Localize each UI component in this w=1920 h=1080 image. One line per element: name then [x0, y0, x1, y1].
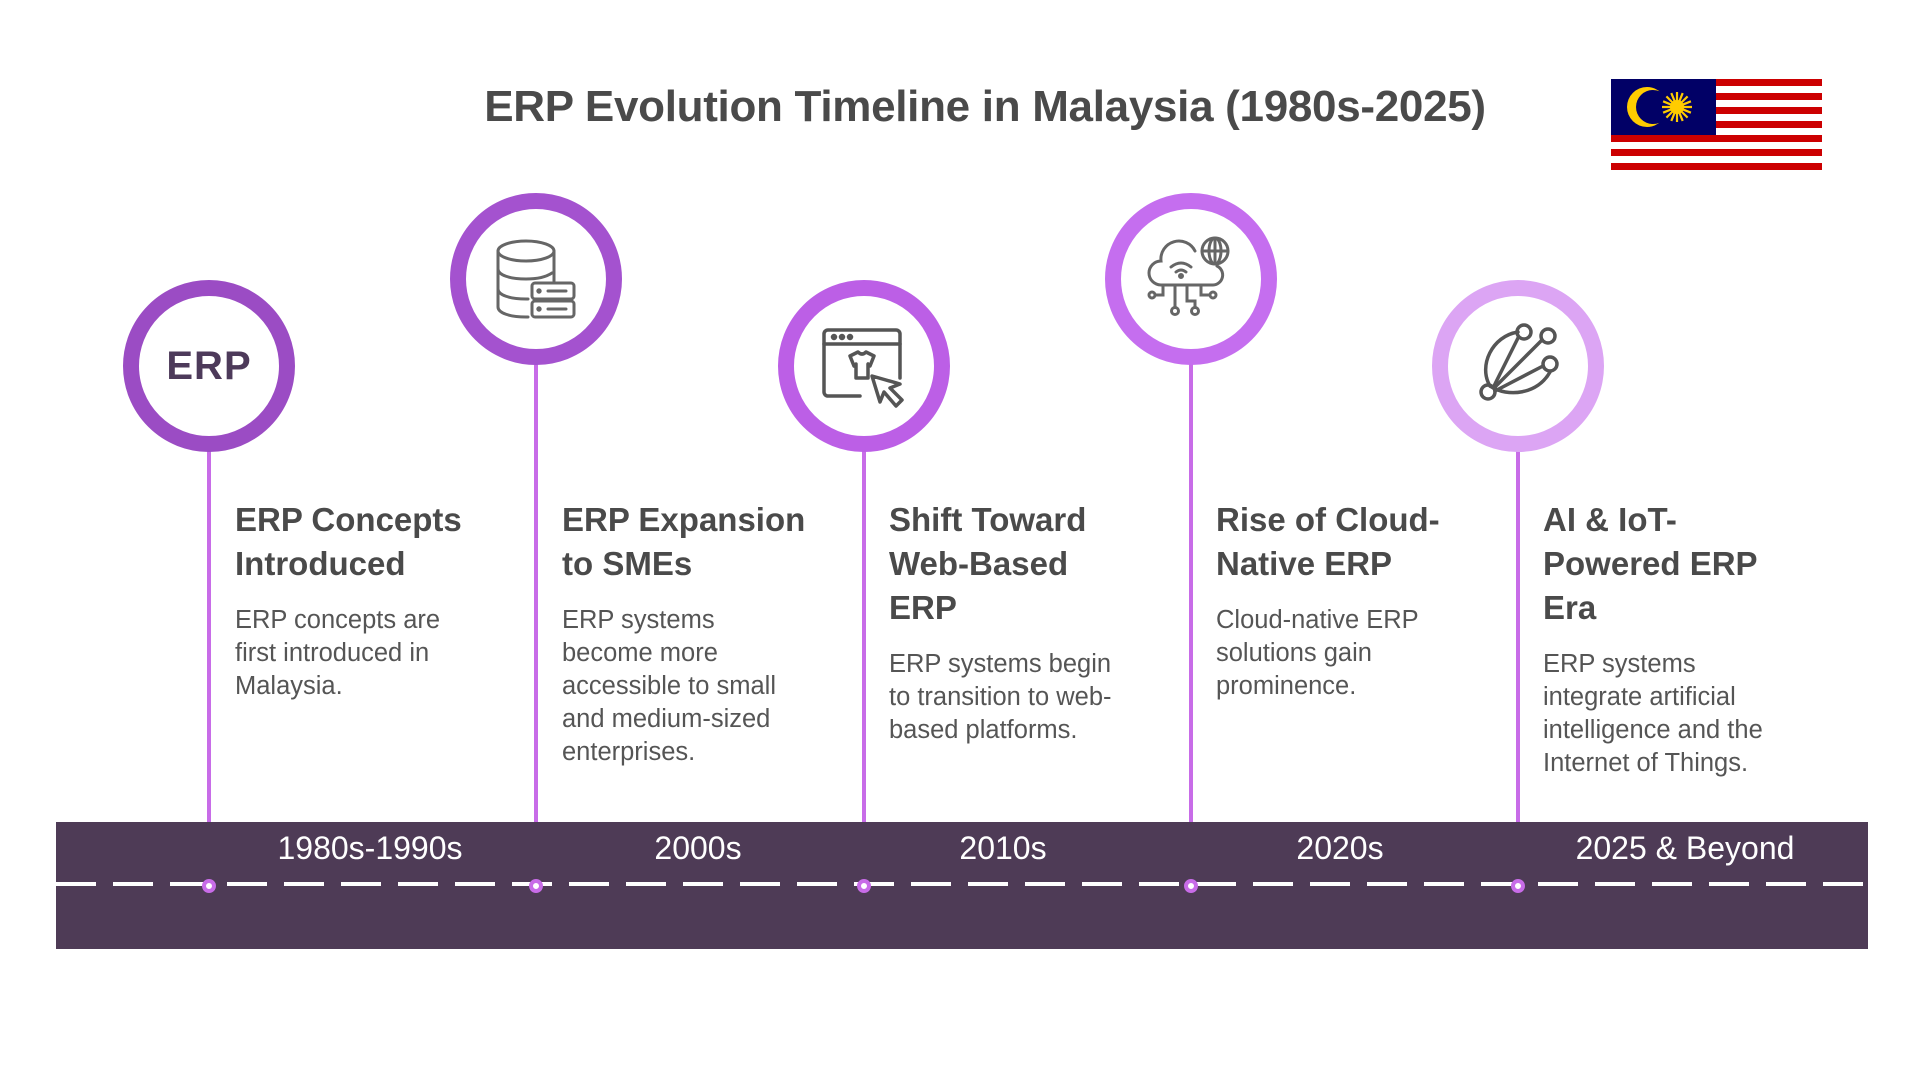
event-title: Shift Toward Web-Based ERP	[889, 501, 1087, 626]
era-label-3: 2010s	[959, 830, 1047, 866]
database-server-icon	[496, 239, 576, 319]
timeline-connector-4	[1189, 360, 1193, 886]
era-label-5: 2025 & Beyond	[1575, 830, 1795, 866]
erp-text-icon: ERP	[166, 343, 252, 388]
event-description: Cloud-native ERP solutions gain prominen…	[1216, 606, 1419, 700]
event-4: Rise of Cloud-Native ERP Cloud-native ER…	[1216, 498, 1466, 703]
milestone-circle-4	[1105, 193, 1277, 365]
neural-network-icon	[1479, 323, 1559, 401]
event-3: Shift Toward Web-Based ERP ERP systems b…	[889, 498, 1139, 747]
milestone-circle-1: ERP	[123, 280, 295, 452]
era-label-1: 1980s-1990s	[277, 830, 463, 866]
event-description: ERP systems begin to transition to web-b…	[889, 650, 1112, 744]
event-title: ERP Concepts Introduced	[235, 501, 462, 582]
milestone-circle-5	[1432, 280, 1604, 452]
milestone-circle-3	[778, 280, 950, 452]
milestone-circle-2	[450, 193, 622, 365]
cloud-network-globe-icon	[1147, 236, 1230, 316]
timeline-node-5	[1511, 879, 1525, 893]
event-title: AI & IoT-Powered ERP Era	[1543, 501, 1757, 626]
malaysia-flag-icon	[1611, 79, 1822, 177]
event-2: ERP Expansion to SMEs ERP systems become…	[562, 498, 812, 769]
event-description: ERP concepts are first introduced in Mal…	[235, 606, 441, 700]
event-description: ERP systems integrate artificial intelli…	[1543, 650, 1763, 777]
era-label-2: 2000s	[654, 830, 742, 866]
timeline-node-3	[857, 879, 871, 893]
timeline-node-4	[1184, 879, 1198, 893]
timeline-connector-2	[534, 360, 538, 886]
event-1: ERP Concepts Introduced ERP concepts are…	[235, 498, 485, 703]
event-title: Rise of Cloud-Native ERP	[1216, 501, 1440, 582]
timeline-dashed-line	[56, 882, 1868, 886]
timeline-connector-1	[207, 450, 211, 886]
timeline-connector-5	[1516, 450, 1520, 886]
timeline-node-1	[202, 879, 216, 893]
timeline-node-2	[529, 879, 543, 893]
web-browser-cursor-icon	[822, 328, 904, 408]
event-title: ERP Expansion to SMEs	[562, 501, 806, 582]
event-description: ERP systems become more accessible to sm…	[562, 606, 776, 766]
page-title: ERP Evolution Timeline in Malaysia (1980…	[484, 82, 1486, 131]
event-5: AI & IoT-Powered ERP Era ERP systems int…	[1543, 498, 1793, 780]
era-label-4: 2020s	[1296, 830, 1384, 866]
timeline-connector-3	[862, 450, 866, 886]
